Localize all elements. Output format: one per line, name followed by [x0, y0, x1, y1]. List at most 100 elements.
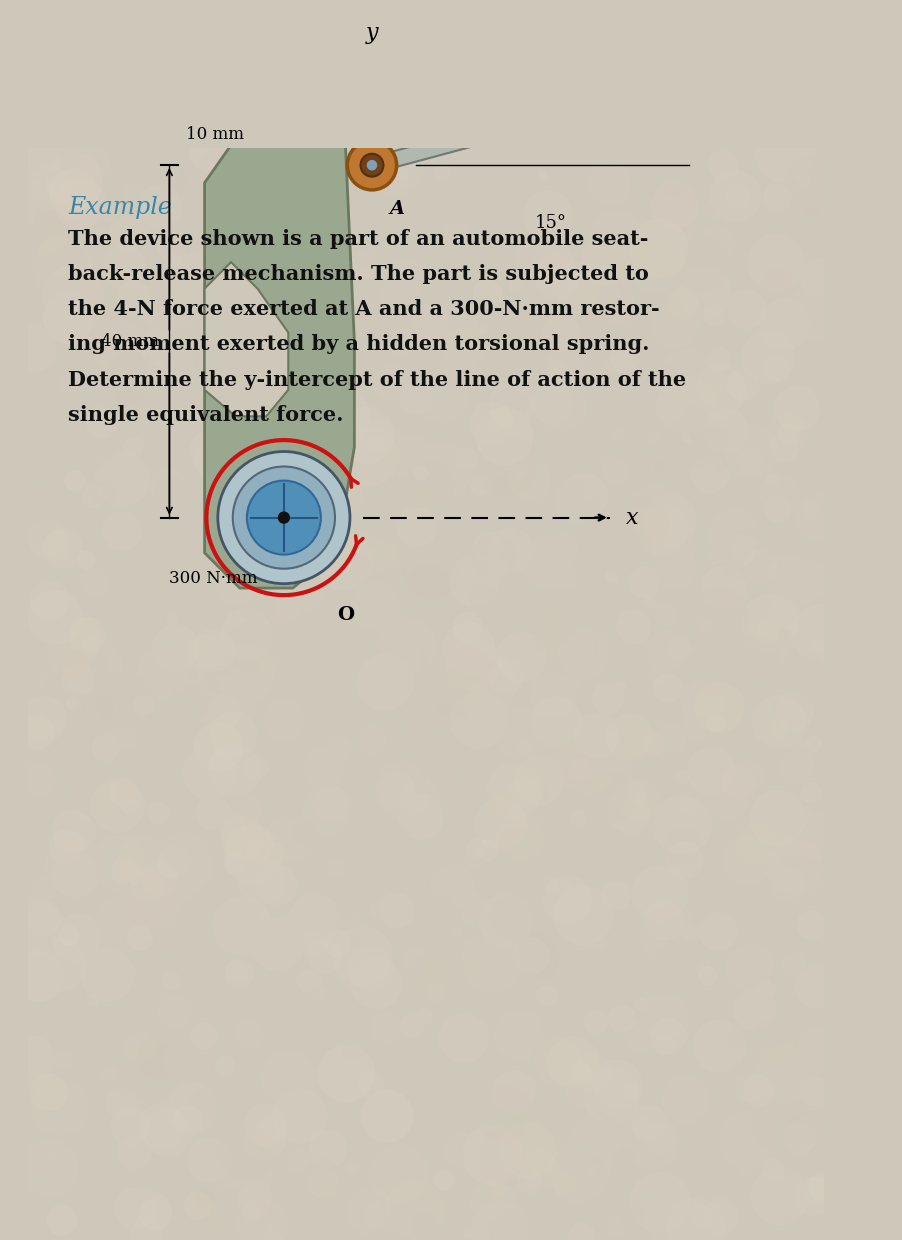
Circle shape — [760, 1158, 785, 1182]
Circle shape — [307, 1167, 337, 1198]
Circle shape — [488, 381, 535, 428]
Circle shape — [70, 777, 115, 822]
Circle shape — [104, 210, 116, 222]
Circle shape — [486, 284, 501, 299]
Circle shape — [585, 1167, 594, 1176]
Circle shape — [358, 725, 386, 754]
Circle shape — [50, 169, 99, 218]
Circle shape — [403, 707, 435, 739]
Circle shape — [641, 1189, 655, 1204]
Circle shape — [369, 900, 388, 919]
Circle shape — [476, 1086, 533, 1143]
Circle shape — [570, 1053, 611, 1094]
Circle shape — [761, 353, 788, 381]
Circle shape — [718, 1111, 778, 1169]
Circle shape — [164, 1200, 221, 1240]
Circle shape — [69, 212, 83, 226]
Circle shape — [319, 507, 364, 551]
Circle shape — [725, 944, 774, 992]
Circle shape — [360, 154, 383, 176]
Circle shape — [209, 1187, 269, 1240]
Circle shape — [302, 531, 339, 568]
Circle shape — [32, 236, 93, 298]
Circle shape — [622, 1080, 642, 1100]
Circle shape — [700, 224, 735, 260]
Circle shape — [274, 661, 301, 688]
Circle shape — [116, 281, 151, 316]
Circle shape — [529, 641, 584, 696]
Circle shape — [702, 1198, 738, 1235]
Circle shape — [783, 156, 842, 216]
Circle shape — [310, 387, 370, 445]
Circle shape — [273, 316, 327, 370]
Circle shape — [87, 993, 99, 1006]
Circle shape — [64, 414, 118, 467]
Circle shape — [311, 986, 327, 1002]
Circle shape — [248, 446, 288, 486]
Circle shape — [133, 694, 154, 717]
Circle shape — [649, 1018, 686, 1055]
Circle shape — [144, 725, 167, 746]
Circle shape — [675, 770, 689, 784]
Circle shape — [653, 1034, 675, 1055]
Polygon shape — [205, 262, 288, 417]
Circle shape — [452, 890, 484, 923]
Circle shape — [449, 691, 508, 749]
Circle shape — [357, 1070, 384, 1097]
Circle shape — [472, 1200, 529, 1240]
Circle shape — [678, 796, 698, 816]
Circle shape — [772, 689, 789, 707]
Circle shape — [347, 1187, 391, 1230]
Circle shape — [54, 177, 106, 229]
Circle shape — [660, 289, 704, 332]
Circle shape — [437, 356, 478, 397]
Circle shape — [652, 795, 712, 854]
Circle shape — [681, 434, 691, 443]
Circle shape — [726, 289, 766, 329]
Circle shape — [530, 1040, 573, 1084]
Circle shape — [624, 1021, 656, 1052]
Circle shape — [651, 1220, 681, 1240]
Circle shape — [650, 181, 698, 229]
Circle shape — [91, 319, 109, 337]
Circle shape — [488, 660, 523, 694]
Circle shape — [451, 926, 462, 937]
Circle shape — [429, 863, 474, 908]
Circle shape — [11, 196, 70, 255]
Circle shape — [52, 810, 95, 853]
Circle shape — [356, 427, 371, 441]
Circle shape — [655, 392, 686, 423]
Circle shape — [226, 960, 247, 981]
Circle shape — [354, 151, 390, 187]
Circle shape — [349, 420, 404, 475]
Circle shape — [263, 817, 309, 863]
Circle shape — [441, 435, 453, 446]
Circle shape — [414, 1007, 433, 1025]
Circle shape — [28, 520, 66, 558]
Circle shape — [147, 801, 170, 825]
Circle shape — [538, 384, 586, 432]
Circle shape — [314, 531, 373, 590]
Circle shape — [84, 228, 136, 280]
Circle shape — [567, 751, 611, 795]
Circle shape — [724, 759, 764, 800]
Circle shape — [94, 895, 152, 954]
Text: x: x — [625, 507, 638, 528]
Circle shape — [537, 171, 548, 181]
Circle shape — [443, 647, 492, 697]
Circle shape — [74, 702, 87, 713]
Circle shape — [261, 1050, 316, 1105]
Circle shape — [604, 761, 632, 790]
Circle shape — [669, 264, 689, 284]
Circle shape — [680, 675, 735, 729]
Circle shape — [237, 857, 286, 905]
Circle shape — [18, 715, 54, 751]
Circle shape — [593, 1157, 603, 1166]
Circle shape — [515, 523, 527, 536]
Circle shape — [84, 692, 114, 723]
Circle shape — [400, 779, 440, 818]
Circle shape — [61, 663, 95, 697]
Circle shape — [642, 1121, 676, 1156]
Circle shape — [701, 565, 745, 609]
Circle shape — [678, 192, 687, 201]
